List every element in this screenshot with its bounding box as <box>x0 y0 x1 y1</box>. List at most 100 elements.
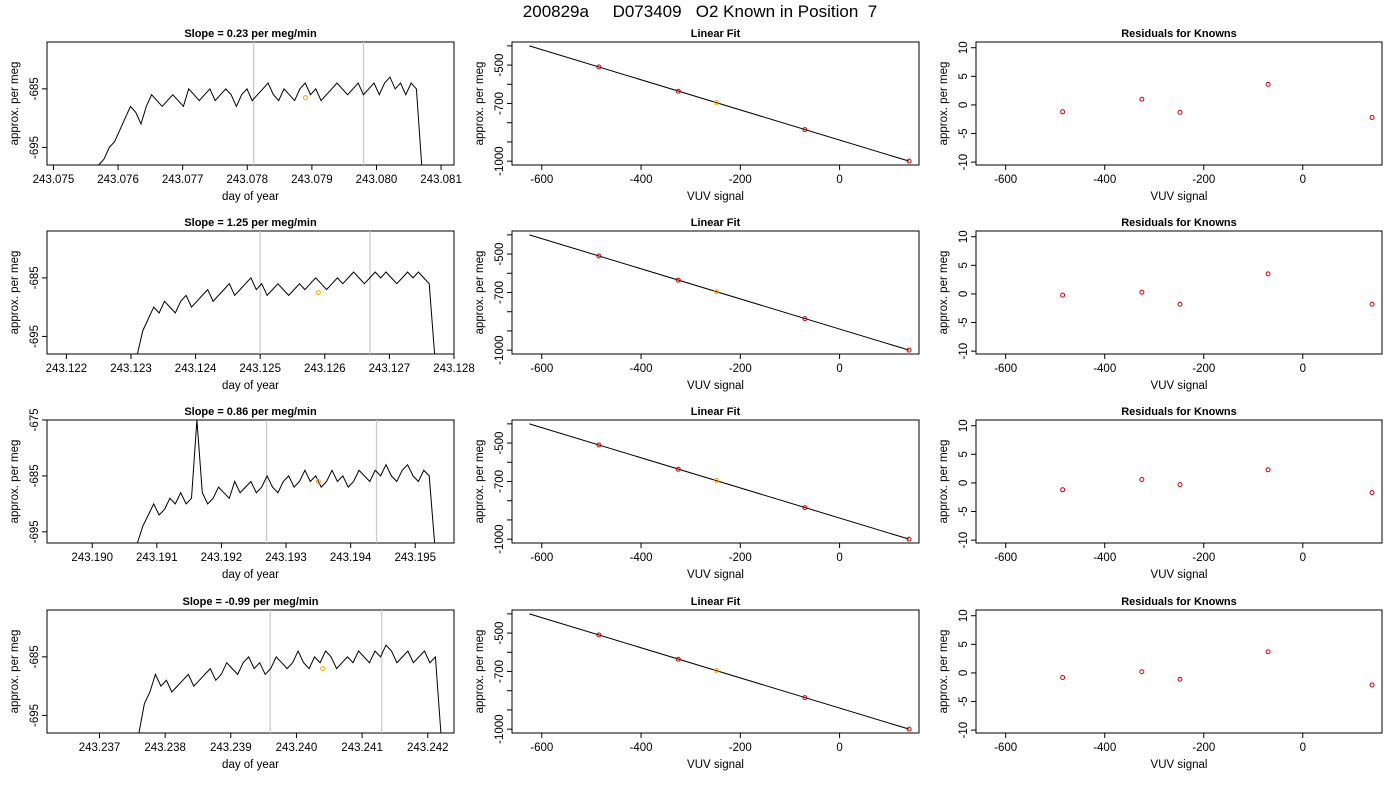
x-tick-label: -400 <box>1093 742 1116 754</box>
x-axis-label: VUV signal <box>687 569 744 581</box>
fit-title: Linear Fit <box>691 406 741 418</box>
slope-title: Slope = 0.23 per meg/min <box>184 28 317 40</box>
x-axis-label: VUV signal <box>1151 380 1208 392</box>
fit-line <box>529 423 910 540</box>
timeseries-panel-1: Slope = 0.23 per meg/min 243.075 243.076 24… <box>9 28 462 203</box>
y-tick-label: -695 <box>29 704 41 727</box>
y-axis-label: approx. per meg <box>938 251 950 335</box>
plot-frame <box>511 609 920 734</box>
y-axis-label: approx. per meg <box>938 440 950 524</box>
y-tick-label: -685 <box>29 645 41 668</box>
x-tick-label: 243.077 <box>162 174 204 186</box>
y-tick-label: 10 <box>958 41 970 54</box>
y-tick-label: -5 <box>958 128 970 138</box>
y-axis-label: approx. per meg <box>9 630 21 714</box>
residual-point <box>1265 271 1271 277</box>
y-tick-label: -700 <box>494 281 506 304</box>
y-tick-label: -500 <box>494 622 506 645</box>
plot-frame <box>975 41 1383 166</box>
x-tick-label: -600 <box>994 552 1017 564</box>
x-tick-label: 0 <box>1300 742 1306 754</box>
signal-trace <box>136 271 436 355</box>
residual-point <box>1369 682 1375 688</box>
known-point <box>906 347 912 353</box>
x-tick-label: -400 <box>1093 552 1116 564</box>
signal-trace <box>138 644 442 734</box>
x-tick-label: 243.122 <box>46 363 88 375</box>
y-tick-label: -685 <box>29 464 41 487</box>
slope-title: Slope = 1.25 per meg/min <box>184 217 317 229</box>
fit-title: Linear Fit <box>691 596 741 608</box>
page-title: 200829a D073409 O2 Known in Position 7 <box>522 2 878 21</box>
residual-point <box>1177 109 1183 115</box>
x-tick-label: -200 <box>1192 174 1215 186</box>
y-tick-label: -500 <box>494 432 506 455</box>
y-tick-label: 10 <box>958 230 970 243</box>
y-tick-label: -700 <box>494 470 506 493</box>
x-tick-label: -400 <box>630 363 653 375</box>
x-tick-label: 243.125 <box>239 363 281 375</box>
y-tick-label: 0 <box>958 291 970 297</box>
residual-point <box>1369 115 1375 121</box>
residual-point <box>1060 675 1066 681</box>
plot-frame <box>46 230 455 355</box>
x-tick-label: -600 <box>530 742 553 754</box>
known-point <box>675 656 681 662</box>
x-tick-label: 243.195 <box>394 552 436 564</box>
y-tick-label: -695 <box>29 136 41 159</box>
fit-title: Linear Fit <box>691 217 741 229</box>
residual-point <box>1139 669 1145 675</box>
timeseries-panel-4: Slope = -0.99 per meg/min 243.237 243.238 2… <box>9 596 455 771</box>
y-tick-label: 0 <box>958 480 970 486</box>
x-tick-label: 243.076 <box>97 174 139 186</box>
x-tick-label: -200 <box>729 552 752 564</box>
known-point <box>675 466 681 472</box>
x-tick-label: -600 <box>994 363 1017 375</box>
x-axis-label: day of year <box>222 569 279 581</box>
x-tick-label: 243.127 <box>369 363 411 375</box>
residuals-panel-4: Residuals for Knowns -600 -400 -200 0 VUV sig… <box>938 596 1383 771</box>
sample-point <box>315 290 321 295</box>
x-tick-label: 243.193 <box>265 552 307 564</box>
x-axis-label: day of year <box>222 380 279 392</box>
known-point <box>906 726 912 732</box>
residuals-panel-3: Residuals for Knowns -600 -400 -200 0 VUV sig… <box>938 406 1383 581</box>
x-tick-label: 243.079 <box>291 174 333 186</box>
y-tick-label: -685 <box>29 77 41 100</box>
x-tick-label: 243.081 <box>420 174 462 186</box>
y-tick-label: -10 <box>958 154 970 171</box>
known-point <box>802 127 808 133</box>
x-tick-label: -400 <box>1093 363 1116 375</box>
residual-point <box>1265 467 1271 473</box>
y-tick-label: -500 <box>494 54 506 77</box>
known-point <box>675 88 681 94</box>
x-tick-label: -400 <box>630 552 653 564</box>
plot-frame <box>975 609 1383 734</box>
y-axis-label: approx. per meg <box>938 62 950 146</box>
known-point <box>596 632 602 638</box>
x-tick-label: -400 <box>1093 174 1116 186</box>
x-tick-label: 243.078 <box>226 174 268 186</box>
residuals-title: Residuals for Knowns <box>1121 28 1237 40</box>
x-tick-label: -400 <box>630 174 653 186</box>
plot-frame <box>511 41 920 166</box>
residual-point <box>1139 289 1145 295</box>
y-axis-label: approx. per meg <box>9 440 21 524</box>
plot-frame <box>975 230 1383 355</box>
y-axis-label: approx. per meg <box>474 251 486 335</box>
x-tick-label: 243.238 <box>144 742 186 754</box>
x-axis-label: VUV signal <box>687 191 744 203</box>
residual-point <box>1139 476 1145 482</box>
known-point <box>675 277 681 283</box>
x-tick-label: -200 <box>1192 363 1215 375</box>
x-tick-label: -200 <box>729 363 752 375</box>
x-tick-label: 243.080 <box>356 174 398 186</box>
x-tick-label: 243.194 <box>330 552 372 564</box>
y-tick-label: -5 <box>958 317 970 327</box>
x-tick-label: 0 <box>836 363 842 375</box>
x-tick-label: 243.239 <box>210 742 252 754</box>
x-tick-label: 243.075 <box>33 174 75 186</box>
x-tick-label: 243.192 <box>201 552 243 564</box>
x-axis-label: VUV signal <box>687 380 744 392</box>
